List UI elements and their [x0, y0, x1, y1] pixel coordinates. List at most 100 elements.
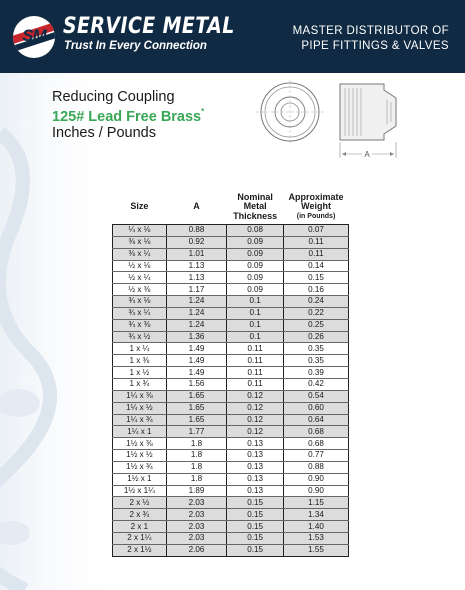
cell-size: ½ x ¼: [112, 271, 167, 285]
column-header-thickness: Nominal Metal Thickness: [226, 190, 284, 225]
cell-weight: 1.40: [283, 520, 349, 533]
table-row: 2 x 1¼ 2.03 0.15 1.53: [112, 532, 349, 545]
cell-a: 2.06: [165, 544, 227, 557]
cell-size: ⅜ x ¼: [112, 248, 167, 261]
cell-size: 1¼ x 1: [112, 425, 167, 439]
cell-size: 1½ x ½: [112, 449, 167, 462]
cell-thickness: 0.11: [226, 342, 284, 356]
cell-size: 1½ x 1¼: [112, 485, 167, 498]
cell-weight: 0.77: [283, 449, 349, 462]
coupling-side-view: A: [339, 83, 397, 159]
cell-size: ¼ x ⅛: [112, 224, 167, 237]
table-row: ¾ x ¼ 1.24 0.1 0.22: [112, 307, 349, 320]
cell-weight: 0.64: [283, 414, 349, 427]
cell-weight: 0.11: [283, 236, 349, 249]
cell-thickness: 0.1: [226, 307, 284, 320]
table-row: 1¼ x ½ 1.65 0.12 0.60: [112, 402, 349, 415]
cell-thickness: 0.12: [226, 390, 284, 403]
table-row: 2 x ¾ 2.03 0.15 1.34: [112, 508, 349, 522]
cell-a: 1.56: [165, 378, 227, 391]
cell-weight: 0.90: [283, 485, 349, 498]
coupling-end-view: [256, 80, 324, 144]
product-units: Inches / Pounds: [52, 125, 156, 141]
cell-thickness: 0.08: [226, 224, 284, 237]
cell-a: 1.49: [165, 354, 227, 368]
table-row: 1½ x 1¼ 1.89 0.13 0.90: [112, 485, 349, 498]
table-row: ½ x ⅜ 1.17 0.09 0.16: [112, 283, 349, 297]
table-row: 1¼ x ⅜ 1.65 0.12 0.54: [112, 390, 349, 403]
cell-size: ¾ x ⅛: [112, 295, 167, 308]
product-material-text: 125# Lead Free Brass: [52, 109, 202, 125]
cell-a: 0.88: [165, 224, 227, 237]
brand-name: SERVICE METAL: [63, 14, 235, 39]
dimension-a-label: A: [364, 150, 370, 159]
cell-size: 2 x 1: [112, 520, 167, 533]
cell-thickness: 0.13: [226, 449, 284, 462]
cell-thickness: 0.13: [226, 461, 284, 474]
cell-thickness: 0.13: [226, 473, 284, 486]
cell-weight: 0.35: [283, 342, 349, 356]
cell-size: 1¼ x ½: [112, 402, 167, 415]
cell-weight: 0.11: [283, 248, 349, 261]
cell-a: 1.8: [165, 473, 227, 486]
header-descriptor: MASTER DISTRIBUTOR OF PIPE FITTINGS & VA…: [293, 24, 449, 54]
cell-a: 0.92: [165, 236, 227, 249]
cell-thickness: 0.12: [226, 402, 284, 415]
cell-weight: 0.90: [283, 473, 349, 486]
cell-weight: 0.14: [283, 260, 349, 273]
table-row: 1 x ½ 1.49 0.11 0.39: [112, 366, 349, 379]
cell-a: 1.8: [165, 437, 227, 451]
cell-size: ⅜ x ⅛: [112, 236, 167, 249]
background-decoration: [0, 73, 120, 590]
cell-weight: 0.35: [283, 354, 349, 368]
cell-thickness: 0.09: [226, 236, 284, 249]
column-header-weight-line3: (in Pounds): [296, 212, 336, 220]
cell-a: 1.36: [165, 331, 227, 344]
table-row: ¾ x ½ 1.36 0.1 0.26: [112, 331, 349, 344]
cell-thickness: 0.15: [226, 544, 284, 557]
cell-a: 1.49: [165, 366, 227, 379]
cell-weight: 0.54: [283, 390, 349, 403]
cell-a: 1.65: [165, 402, 227, 415]
table-row: ¾ x ⅛ 1.24 0.1 0.24: [112, 295, 349, 308]
table-row: ¼ x ⅛ 0.88 0.08 0.07: [112, 224, 349, 237]
cell-size: ½ x ⅜: [112, 283, 167, 297]
cell-thickness: 0.11: [226, 378, 284, 391]
cell-a: 2.03: [165, 508, 227, 522]
cell-thickness: 0.12: [226, 414, 284, 427]
page-header: SM SERVICE METAL Trust In Every Connecti…: [0, 0, 465, 73]
cell-weight: 0.26: [283, 331, 349, 344]
cell-size: ½ x ⅛: [112, 260, 167, 273]
cell-size: ¾ x ⅜: [112, 319, 167, 332]
brand-tagline: Trust In Every Connection: [64, 40, 207, 52]
cell-thickness: 0.12: [226, 425, 284, 439]
cell-thickness: 0.1: [226, 295, 284, 308]
cell-a: 2.03: [165, 496, 227, 510]
cell-size: 1½ x ¾: [112, 461, 167, 474]
cell-a: 1.24: [165, 319, 227, 332]
cell-weight: 0.07: [283, 224, 349, 237]
cell-weight: 0.88: [283, 461, 349, 474]
table-row: ⅜ x ¼ 1.01 0.09 0.11: [112, 248, 349, 261]
cell-a: 1.13: [165, 271, 227, 285]
cell-weight: 0.68: [283, 437, 349, 451]
logo-monogram: SM: [22, 26, 47, 45]
cell-size: 1 x ½: [112, 366, 167, 379]
column-header-thickness-line1: Nominal: [237, 191, 273, 202]
cell-weight: 0.16: [283, 283, 349, 297]
cell-weight: 1.34: [283, 508, 349, 522]
cell-a: 1.89: [165, 485, 227, 498]
table-row: 1 x ⅜ 1.49 0.11 0.35: [112, 354, 349, 368]
column-header-weight-line1: Approximate: [288, 191, 344, 202]
cell-weight: 1.15: [283, 496, 349, 510]
cell-size: ¾ x ½: [112, 331, 167, 344]
cell-a: 1.8: [165, 449, 227, 462]
column-header-thickness-line2: Metal: [243, 201, 267, 212]
dimensions-table: Size A Nominal Metal Thickness Approxima…: [112, 190, 349, 557]
table-row: 1¼ x 1 1.77 0.12 0.68: [112, 425, 349, 439]
column-header-size: Size: [112, 190, 167, 225]
column-header-thickness-line3: Thickness: [233, 210, 278, 221]
cell-thickness: 0.09: [226, 271, 284, 285]
column-header-a: A: [166, 190, 227, 225]
cell-thickness: 0.13: [226, 485, 284, 498]
